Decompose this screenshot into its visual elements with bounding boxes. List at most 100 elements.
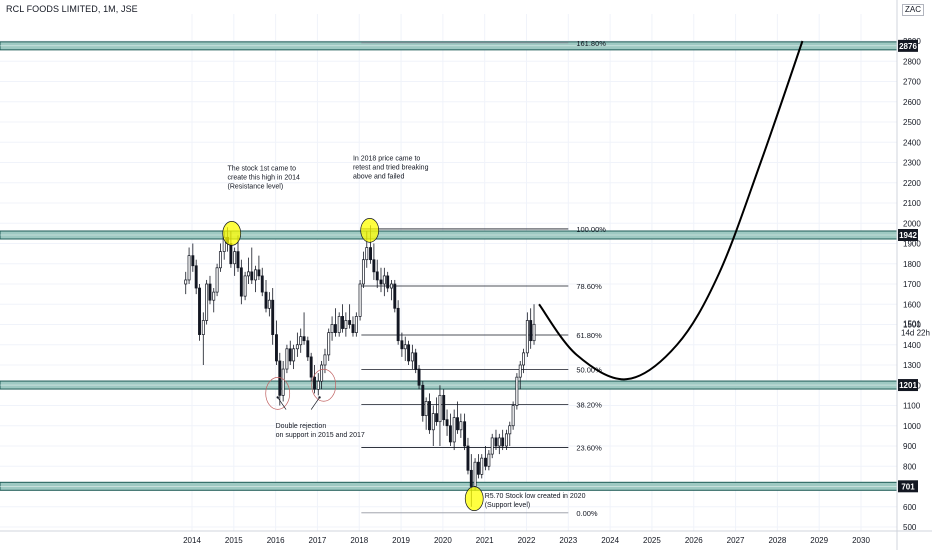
candle[interactable] — [341, 304, 344, 333]
annotation-ann_2018[interactable]: In 2018 price came to retest and tried br… — [353, 155, 429, 180]
candle[interactable] — [484, 446, 487, 471]
candle[interactable] — [442, 389, 446, 426]
candle[interactable] — [386, 271, 390, 293]
candlestick-series[interactable] — [184, 225, 536, 507]
candle[interactable] — [333, 308, 337, 337]
candle[interactable] — [459, 413, 463, 438]
candle[interactable] — [292, 344, 296, 370]
projection-curve[interactable] — [538, 40, 804, 381]
candle[interactable] — [316, 373, 320, 396]
candle[interactable] — [281, 360, 285, 402]
candle[interactable] — [480, 454, 484, 479]
annotation-ann_2014[interactable]: The stock 1st came to create this high in… — [228, 166, 300, 191]
candle[interactable] — [250, 247, 254, 284]
candle[interactable] — [525, 312, 529, 357]
candle[interactable] — [208, 275, 212, 305]
candle[interactable] — [233, 247, 237, 276]
candle[interactable] — [239, 259, 243, 305]
highlight-circle[interactable] — [222, 221, 242, 246]
candle[interactable] — [501, 429, 505, 451]
candle[interactable] — [494, 429, 498, 451]
candle[interactable] — [421, 381, 425, 422]
candle[interactable] — [267, 292, 271, 317]
candle[interactable] — [463, 413, 467, 451]
candle[interactable] — [246, 257, 250, 284]
candle[interactable] — [511, 401, 515, 430]
candle[interactable] — [456, 401, 459, 434]
candle[interactable] — [508, 421, 512, 446]
candle[interactable] — [529, 308, 533, 349]
candle[interactable] — [194, 259, 198, 295]
projection-curve-path[interactable] — [538, 40, 804, 381]
candle[interactable] — [348, 304, 352, 329]
candle[interactable] — [205, 279, 209, 325]
candle[interactable] — [452, 409, 456, 451]
candle[interactable] — [382, 267, 386, 297]
candle[interactable] — [215, 263, 219, 297]
currency-label[interactable]: ZAC — [902, 4, 924, 16]
candle[interactable] — [445, 409, 449, 436]
rejection-circle[interactable] — [311, 368, 337, 402]
candle[interactable] — [414, 348, 418, 374]
candle[interactable] — [361, 251, 365, 289]
candle[interactable] — [285, 344, 289, 374]
candle[interactable] — [295, 332, 299, 357]
candle[interactable] — [212, 288, 216, 313]
candle[interactable] — [466, 437, 470, 475]
candle[interactable] — [473, 458, 477, 491]
candle[interactable] — [396, 300, 400, 345]
candle[interactable] — [448, 413, 452, 446]
annotation-ann_double[interactable]: Double rejection on support in 2015 and 2… — [276, 423, 365, 439]
candle[interactable] — [218, 243, 222, 272]
candle[interactable] — [254, 265, 258, 293]
candle[interactable] — [497, 433, 501, 455]
candle[interactable] — [435, 397, 439, 426]
candle[interactable] — [260, 267, 264, 297]
annotations-layer[interactable]: The stock 1st came to create this high in… — [222, 155, 586, 511]
candle[interactable] — [393, 279, 397, 313]
candle[interactable] — [372, 243, 376, 280]
candle[interactable] — [264, 279, 268, 313]
candle[interactable] — [288, 340, 292, 365]
candle[interactable] — [191, 243, 195, 272]
candle[interactable] — [320, 360, 324, 390]
candle[interactable] — [313, 365, 316, 394]
candle[interactable] — [198, 284, 201, 341]
candle[interactable] — [358, 279, 362, 321]
candle[interactable] — [309, 352, 313, 382]
candle[interactable] — [354, 312, 358, 337]
symbol-title[interactable]: RCL FOODS LIMITED, 1M, JSE — [6, 4, 138, 14]
candle[interactable] — [337, 312, 341, 337]
candle[interactable] — [344, 312, 348, 337]
candle[interactable] — [271, 288, 275, 345]
candle[interactable] — [438, 385, 442, 446]
candle[interactable] — [417, 365, 421, 390]
candle[interactable] — [302, 312, 306, 345]
rejection-circle[interactable] — [265, 377, 291, 410]
highlight-circle[interactable] — [360, 217, 380, 243]
candle[interactable] — [379, 267, 383, 293]
candle[interactable] — [504, 429, 508, 451]
candle[interactable] — [522, 348, 526, 374]
candle[interactable] — [389, 279, 393, 301]
candle[interactable] — [330, 316, 334, 341]
candle[interactable] — [410, 344, 414, 370]
annotation-ann_low[interactable]: R5.70 Stock low created in 2020 (Support … — [485, 493, 586, 509]
candle[interactable] — [278, 352, 282, 406]
candle[interactable] — [490, 433, 494, 459]
candle[interactable] — [403, 336, 407, 361]
candle[interactable] — [327, 328, 331, 361]
candle[interactable] — [400, 332, 404, 357]
candle[interactable] — [187, 247, 191, 284]
candle[interactable] — [375, 259, 379, 289]
candle[interactable] — [428, 393, 431, 434]
candle[interactable] — [275, 320, 278, 365]
candle[interactable] — [532, 304, 536, 345]
candle[interactable] — [351, 316, 355, 337]
candle[interactable] — [257, 255, 261, 280]
candle[interactable] — [431, 405, 435, 447]
candle[interactable] — [306, 336, 310, 361]
candle[interactable] — [424, 397, 428, 430]
candle[interactable] — [299, 328, 303, 353]
